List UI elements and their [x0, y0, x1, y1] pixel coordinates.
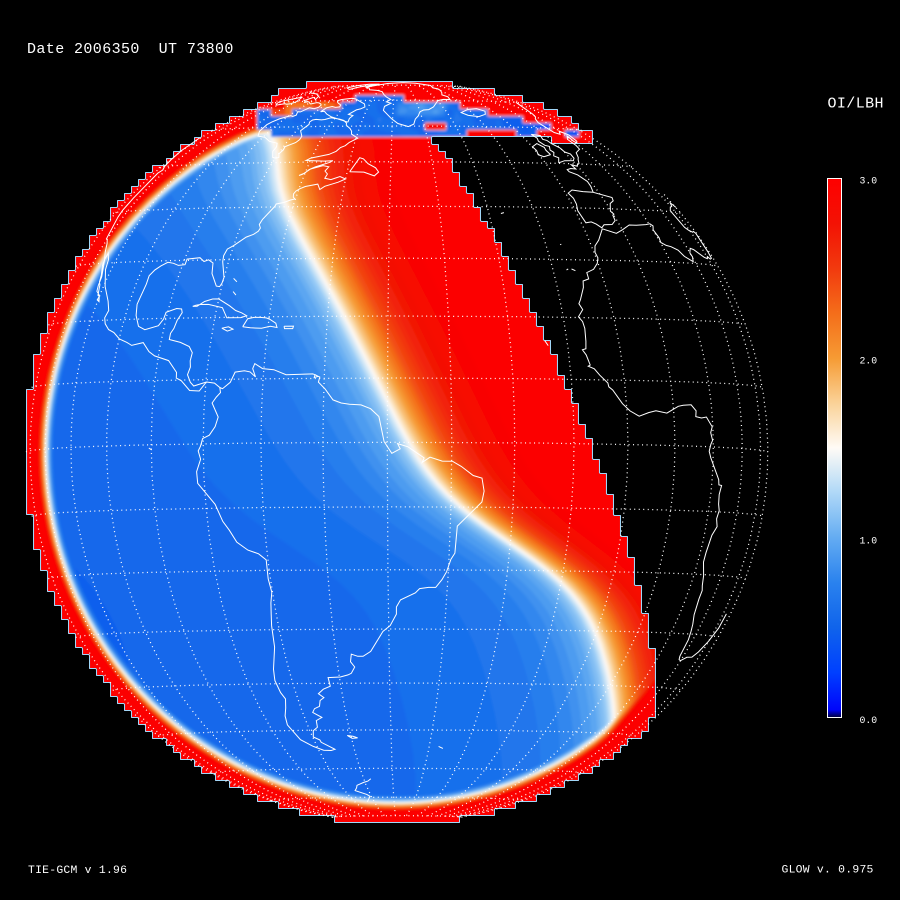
svg-text:3.0: 3.0 [860, 176, 878, 187]
svg-text:0.0: 0.0 [860, 715, 878, 726]
svg-text:TIE-GCM v 1.96: TIE-GCM v 1.96 [28, 865, 127, 877]
svg-text:2.0: 2.0 [860, 356, 878, 367]
svg-text:OI/LBH: OI/LBH [828, 96, 884, 113]
svg-text:GLOW v. 0.975: GLOW v. 0.975 [782, 865, 874, 877]
svg-text:1.0: 1.0 [860, 536, 878, 547]
svg-text:Date 2006350 UT 73800: Date 2006350 UT 73800 [27, 41, 234, 58]
